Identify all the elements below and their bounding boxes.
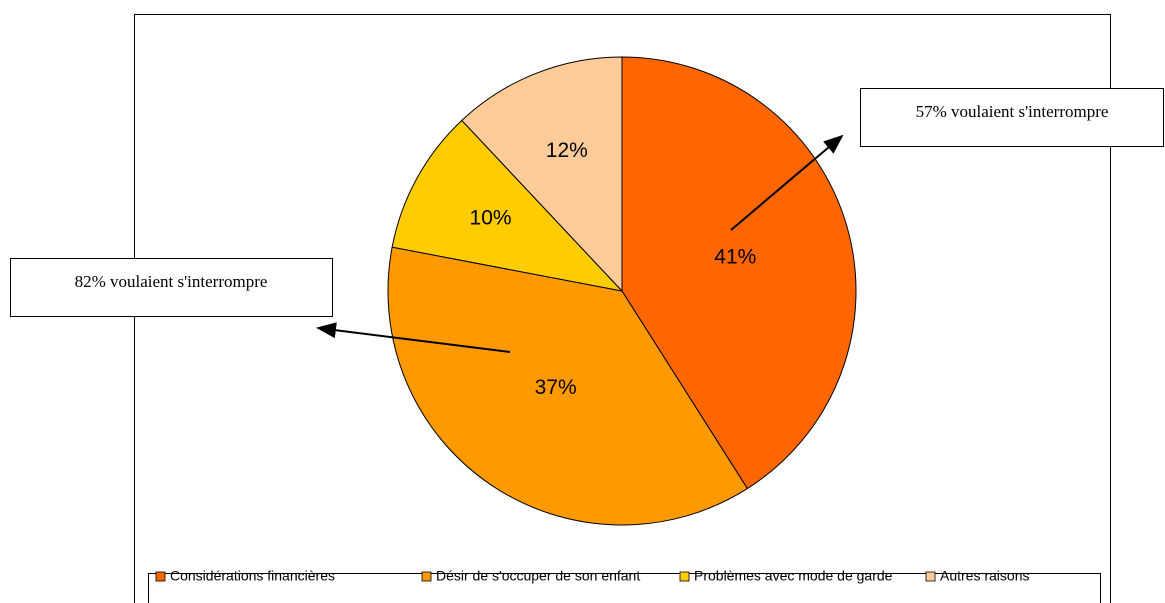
pie-slice [461, 56, 623, 293]
legend-label: Problèmes avec mode de garde [694, 568, 893, 584]
data-label: 12% [546, 139, 588, 162]
legend-swatch [421, 571, 432, 582]
pie-slice [621, 56, 857, 490]
data-label: 10% [470, 206, 512, 229]
legend-label: Désir de s'occuper de son enfant [436, 568, 640, 584]
pie-slice [391, 119, 624, 292]
data-label: 41% [714, 246, 756, 269]
legend-swatch [679, 571, 690, 582]
legend [148, 573, 1101, 603]
annotation-arrow [316, 322, 511, 353]
annotation: 82% voulaient s'interrompre [75, 272, 268, 291]
legend-label: Autres raisons [940, 568, 1029, 584]
annotation-arrow [730, 134, 844, 231]
legend-label: Considérations financières [170, 568, 335, 584]
data-label: 37% [535, 376, 577, 399]
legend-swatch [155, 571, 166, 582]
annotation-box [860, 88, 1164, 147]
legend-swatch [925, 571, 936, 582]
pie-slice [387, 246, 749, 526]
annotation-box [10, 258, 333, 317]
annotation: 57% voulaient s'interrompre [916, 102, 1109, 121]
